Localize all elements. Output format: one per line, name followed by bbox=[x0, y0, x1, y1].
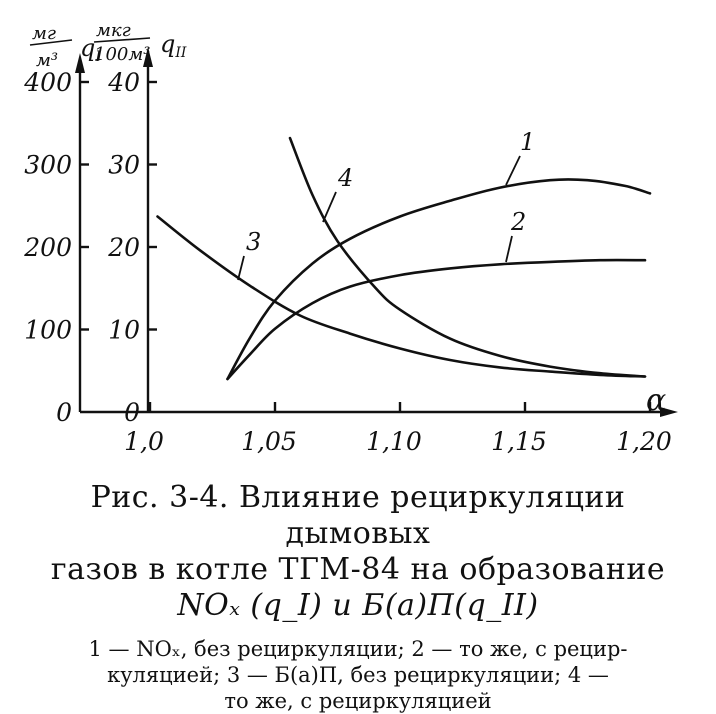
left-tick-label: 0 bbox=[56, 398, 72, 427]
right-axis-label: qII bbox=[160, 30, 187, 61]
x-tick-label: 1,10 bbox=[366, 427, 422, 456]
left-axis-ticks: 0 100 200 300 400 bbox=[23, 68, 89, 427]
caption-title-line-3: NOₓ (q_I) и Б(а)П(q_II) bbox=[177, 588, 539, 623]
right-tick-label: 10 bbox=[108, 316, 140, 345]
x-axis-ticks: 1,0 1,05 1,10 1,15 1,20 bbox=[124, 402, 672, 456]
curve-label-2: 2 bbox=[510, 208, 526, 236]
left-tick-label: 300 bbox=[24, 151, 72, 180]
x-tick-label: 1,15 bbox=[491, 427, 547, 456]
right-axis-ticks: 0 10 20 30 40 bbox=[107, 68, 157, 427]
caption-note-line-3: то же, с рециркуляцией bbox=[224, 689, 492, 713]
caption-note-line-2: куляцией; 3 — Б(а)П, без рециркуляции; 4… bbox=[107, 663, 609, 687]
right-tick-label: 40 bbox=[107, 68, 140, 97]
curves bbox=[156, 136, 652, 381]
left-unit-fraction-bar bbox=[29, 39, 73, 46]
caption-title-line-1: Рис. 3-4. Влияние рециркуляции дымовых bbox=[90, 480, 636, 551]
caption-title: Рис. 3-4. Влияние рециркуляции дымовых г… bbox=[20, 480, 696, 624]
right-unit-numerator: мкг bbox=[96, 20, 131, 41]
figure-caption: Рис. 3-4. Влияние рециркуляции дымовых г… bbox=[20, 480, 696, 714]
curve-label-leader bbox=[237, 255, 245, 281]
right-unit-denominator: 100м³ bbox=[94, 44, 151, 65]
right-unit-fraction-bar bbox=[93, 37, 151, 43]
caption-notes: 1 — NOₓ, без рециркуляции; 2 — то же, с … bbox=[20, 636, 696, 714]
curve-labels: 1 2 3 4 bbox=[237, 128, 535, 281]
right-tick-label: 0 bbox=[124, 398, 140, 427]
left-unit-denominator: м³ bbox=[36, 50, 58, 71]
x-tick-label: 1,0 bbox=[124, 427, 164, 456]
curve-label-leader bbox=[322, 191, 337, 223]
left-tick-label: 100 bbox=[24, 316, 72, 345]
curve-2 bbox=[226, 258, 647, 381]
right-tick-label: 20 bbox=[107, 233, 140, 262]
left-tick-label: 400 bbox=[23, 68, 72, 97]
curve-label-leader bbox=[505, 155, 521, 186]
right-axis-unit: мкг 100м³ bbox=[93, 20, 151, 65]
axes bbox=[75, 47, 678, 417]
right-axis-arrow bbox=[143, 47, 153, 67]
left-unit-numerator: мг bbox=[32, 23, 56, 44]
right-tick-label: 30 bbox=[108, 151, 140, 180]
left-tick-label: 200 bbox=[23, 233, 72, 262]
left-axis-unit: мг м³ bbox=[29, 23, 73, 71]
x-tick-label: 1,05 bbox=[241, 427, 297, 456]
x-tick-label: 1,20 bbox=[616, 427, 672, 456]
left-axis-arrow bbox=[75, 53, 85, 73]
curve-label-leader bbox=[505, 235, 513, 263]
left-axis-label: qI bbox=[80, 34, 101, 65]
x-axis-label: α bbox=[646, 383, 666, 418]
caption-title-line-2: газов в котле ТГМ-84 на образование bbox=[50, 552, 666, 587]
curve-1 bbox=[226, 178, 652, 381]
x-axis-arrow bbox=[660, 407, 678, 417]
curve-label-3: 3 bbox=[246, 228, 261, 256]
curve-label-4: 4 bbox=[337, 164, 353, 192]
curve-3 bbox=[156, 215, 647, 378]
caption-note-line-1: 1 — NOₓ, без рециркуляции; 2 — то же, с … bbox=[88, 637, 628, 661]
curve-label-1: 1 bbox=[520, 128, 535, 156]
